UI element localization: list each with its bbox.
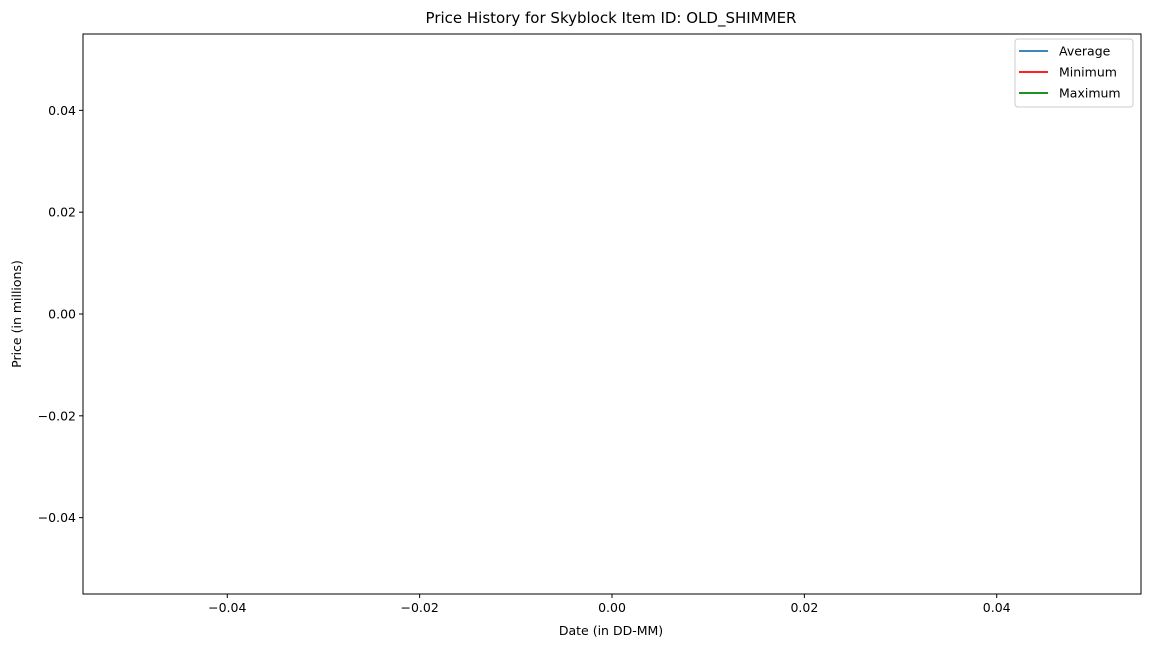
legend-label-maximum: Maximum: [1059, 86, 1121, 101]
y-tick-label: 0.02: [48, 205, 76, 220]
legend-label-average: Average: [1059, 44, 1111, 59]
x-tick-label: 0.02: [790, 600, 818, 615]
y-tick-label: −0.04: [38, 510, 76, 525]
y-tick-label: −0.02: [38, 408, 76, 423]
x-axis-ticks: −0.04 −0.02 0.00 0.02 0.04: [208, 594, 1011, 615]
plot-area: [82, 33, 1142, 595]
legend: Average Minimum Maximum: [1014, 38, 1134, 108]
x-tick-label: −0.04: [208, 600, 246, 615]
x-tick-label: 0.04: [983, 600, 1011, 615]
legend-frame: [1014, 38, 1134, 108]
legend-label-minimum: Minimum: [1059, 65, 1117, 80]
x-axis-label: Date (in DD-MM): [559, 623, 663, 638]
y-axis-label: Price (in millions): [9, 260, 24, 368]
y-axis-ticks: −0.04 −0.02 0.00 0.02 0.04: [38, 103, 83, 525]
x-tick-label: 0.00: [598, 600, 626, 615]
chart-title: Price History for Skyblock Item ID: OLD_…: [426, 9, 797, 28]
x-tick-label: −0.02: [400, 600, 438, 615]
plot-frame: [82, 33, 1142, 595]
y-tick-label: 0.04: [48, 103, 76, 118]
y-tick-label: 0.00: [48, 307, 76, 322]
